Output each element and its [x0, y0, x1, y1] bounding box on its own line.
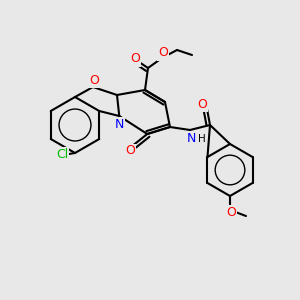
Text: O: O — [89, 74, 99, 86]
Text: O: O — [125, 145, 135, 158]
Text: O: O — [130, 52, 140, 65]
Text: O: O — [197, 98, 207, 110]
Text: N: N — [115, 118, 124, 130]
Text: Cl: Cl — [56, 148, 68, 160]
Text: O: O — [226, 206, 236, 218]
Text: N: N — [186, 131, 196, 145]
Text: H: H — [198, 134, 206, 144]
Text: O: O — [158, 46, 168, 59]
